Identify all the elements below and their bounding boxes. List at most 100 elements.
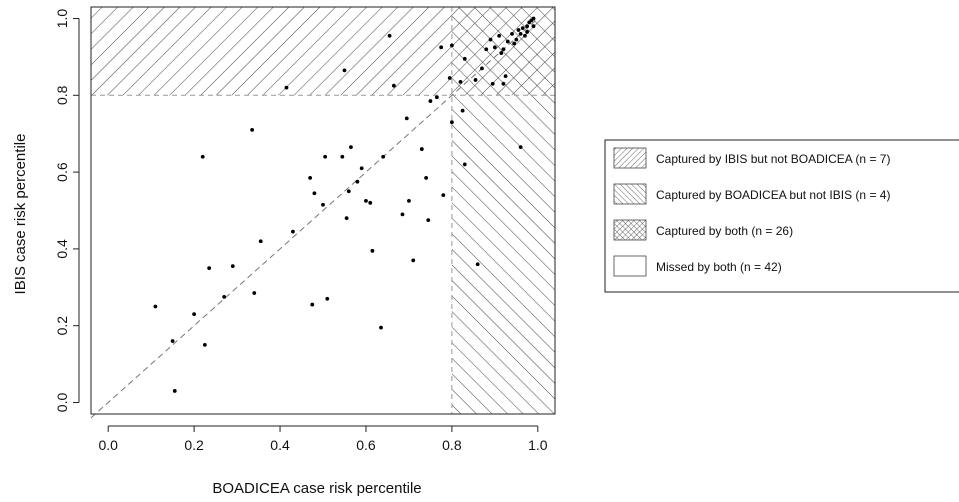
y-tick-label: 0.4	[54, 239, 70, 259]
data-point	[501, 81, 506, 86]
data-point	[407, 199, 411, 203]
legend-swatch	[613, 255, 647, 277]
data-point	[462, 162, 467, 167]
data-point	[192, 312, 197, 317]
data-point	[346, 189, 351, 194]
data-point	[473, 78, 478, 82]
data-point	[501, 47, 506, 52]
x-tick-label: 0.4	[270, 437, 290, 453]
data-point	[370, 248, 375, 253]
data-point	[449, 120, 454, 125]
data-point	[250, 127, 255, 132]
data-point	[355, 179, 360, 184]
data-point	[284, 85, 289, 90]
legend-frame	[604, 139, 959, 293]
data-point	[525, 24, 529, 29]
plot-frame	[90, 6, 556, 415]
data-point	[460, 108, 465, 113]
data-point	[523, 33, 527, 38]
data-point	[475, 262, 480, 267]
data-point	[447, 76, 452, 80]
y-axis-title: IBIS case risk percentile	[12, 134, 29, 295]
data-point	[499, 51, 504, 55]
data-point	[488, 37, 493, 42]
legend-swatch-hatch	[614, 148, 646, 168]
y-tick-label: 1.0	[54, 9, 70, 29]
data-point	[419, 147, 424, 151]
data-point	[172, 389, 177, 393]
data-point	[449, 43, 454, 48]
data-point	[404, 116, 409, 121]
data-point	[230, 264, 235, 269]
y-tick-label: 0.8	[54, 85, 70, 105]
data-point	[512, 41, 517, 46]
data-point	[342, 68, 347, 73]
data-point	[252, 291, 257, 295]
region-boadicea-hatch	[451, 7, 555, 414]
data-point	[462, 56, 467, 61]
data-point	[497, 33, 502, 38]
x-tick-label: 0.6	[356, 437, 376, 453]
data-point	[340, 154, 345, 159]
data-point	[531, 16, 536, 21]
data-point	[441, 193, 446, 198]
data-point	[207, 266, 212, 270]
legend-label: Captured by BOADICEA but not IBIS (n = 4…	[656, 188, 890, 202]
data-point	[518, 31, 523, 36]
data-point	[411, 258, 416, 263]
data-point	[434, 95, 439, 100]
legend-swatch-hatch	[614, 184, 646, 204]
data-point	[503, 74, 508, 79]
data-point	[531, 24, 536, 29]
data-point	[484, 47, 489, 52]
data-point	[520, 26, 525, 31]
y-axis: 0.0 0.2 0.4 0.6 0.8 1.0	[54, 9, 80, 413]
data-point	[516, 28, 521, 32]
data-point	[308, 175, 313, 180]
data-point	[291, 229, 295, 234]
data-point	[312, 191, 317, 196]
data-point	[321, 202, 325, 207]
y-tick-label: 0.2	[54, 316, 70, 336]
data-point	[480, 66, 484, 71]
data-point	[525, 30, 529, 34]
data-point	[458, 79, 463, 84]
data-point	[368, 200, 373, 205]
data-point	[359, 166, 364, 171]
data-point	[258, 239, 263, 244]
data-point	[518, 145, 523, 150]
data-point	[492, 45, 497, 50]
data-points	[153, 16, 536, 393]
legend-swatch-hatch	[614, 220, 646, 240]
data-point	[153, 304, 158, 309]
data-point	[349, 145, 353, 150]
threshold-guides	[90, 7, 555, 419]
data-point	[381, 154, 386, 159]
data-point	[323, 154, 328, 159]
data-point	[364, 199, 368, 203]
data-point	[202, 342, 207, 347]
data-point	[426, 218, 431, 222]
x-tick-label: 0.2	[184, 437, 204, 453]
x-tick-label: 0.8	[442, 437, 462, 453]
data-point	[400, 212, 405, 217]
data-point	[310, 302, 315, 307]
data-point	[379, 325, 383, 330]
legend-label: Captured by IBIS but not BOADICEA (n = 7…	[656, 152, 890, 166]
y-tick-label: 0.6	[54, 162, 70, 182]
data-point	[424, 175, 429, 180]
y-tick-label: 0.0	[54, 393, 70, 413]
data-point	[325, 296, 330, 301]
data-point	[344, 216, 349, 221]
data-point	[200, 154, 205, 159]
legend: Captured by IBIS but not BOADICEA (n = 7…	[604, 139, 959, 293]
x-tick-label: 1.0	[528, 437, 548, 453]
data-point	[510, 31, 514, 36]
risk-regions	[91, 7, 555, 414]
data-point	[387, 33, 392, 38]
data-point	[514, 37, 519, 42]
x-axis: 0.0 0.2 0.4 0.6 0.8 1.0	[98, 425, 548, 453]
data-point	[490, 81, 495, 86]
data-point	[439, 45, 444, 50]
